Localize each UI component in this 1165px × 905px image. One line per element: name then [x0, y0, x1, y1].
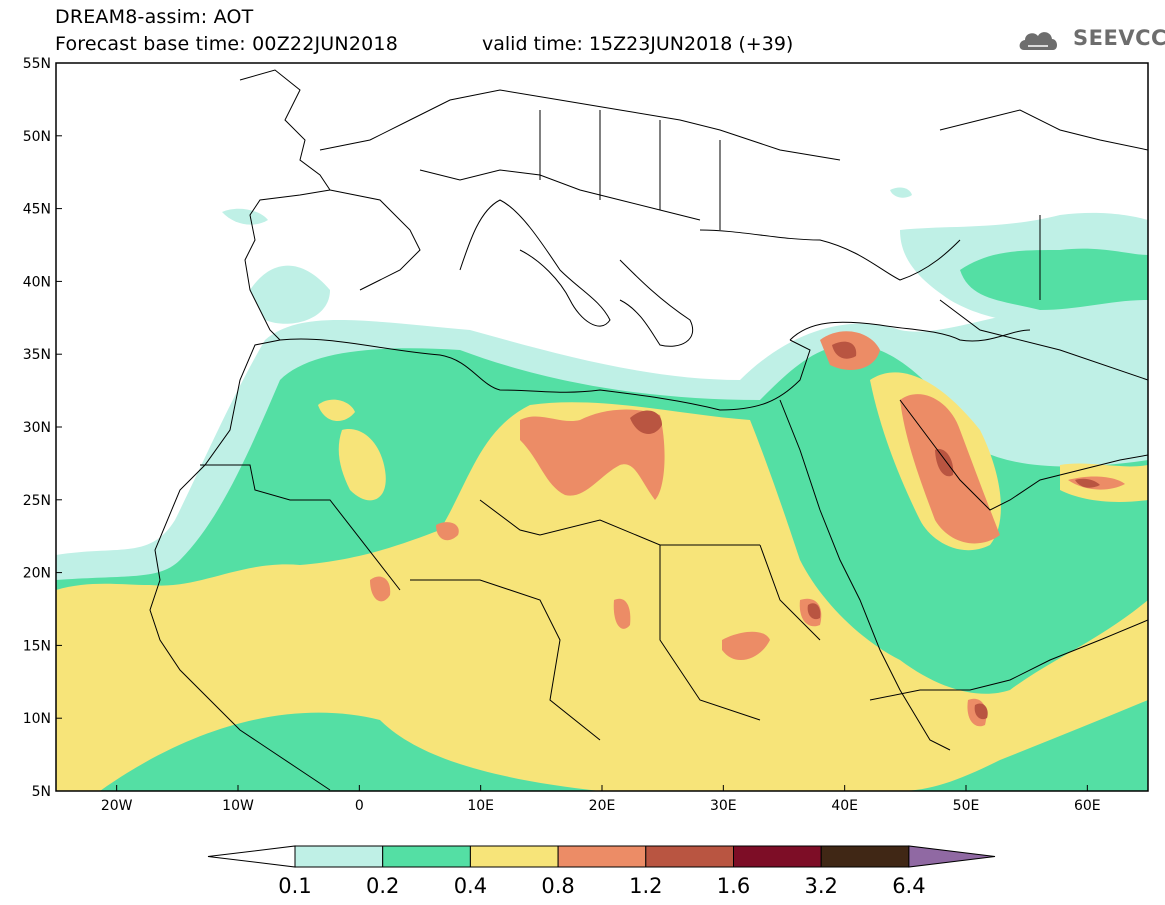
colorbar-label: 1.6: [717, 874, 750, 898]
latitude-axis: 55N 50N 45N 40N 35N 30N 25N 20N 15N 10N 5N: [23, 56, 62, 800]
lat-label: 30N: [23, 420, 51, 436]
lon-label: 0: [355, 798, 364, 814]
lat-label: 20N: [23, 566, 51, 582]
borders: [149, 69, 1148, 791]
cloud-logo-icon: [1019, 32, 1058, 50]
lat-label: 40N: [23, 274, 51, 290]
colorbar-label: 1.2: [629, 874, 662, 898]
colorbar-segment: [820, 845, 910, 868]
lon-label: 40E: [831, 798, 858, 814]
colorbar-segment: [382, 845, 471, 868]
lat-label: 50N: [23, 129, 51, 145]
title-valid-time: valid time: 15Z23JUN2018 (+39): [482, 33, 794, 55]
lon-label: 30E: [710, 798, 737, 814]
lat-label: 45N: [23, 202, 51, 218]
colorbar-over-arrow: [908, 845, 996, 868]
aot-field: [56, 69, 1148, 791]
colorbar-segment: [645, 845, 734, 868]
lat-label: 25N: [23, 493, 51, 509]
colorbar-under-arrow: [207, 845, 296, 868]
colorbar-segment: [294, 845, 384, 868]
lat-label: 15N: [23, 638, 51, 654]
title-base-time: Forecast base time: 00Z22JUN2018: [55, 33, 398, 55]
lat-label: 55N: [23, 56, 51, 72]
colorbar-segment: [557, 845, 647, 868]
lon-label: 50E: [953, 798, 980, 814]
lon-label: 10W: [222, 798, 254, 814]
colorbar-label: 0.1: [278, 874, 311, 898]
longitude-axis: 20W 10W 0 10E 20E 30E 40E 50E 60E: [101, 785, 1101, 814]
colorbar: 0.1 0.2 0.4 0.8 1.2 1.6 3.2 6.4: [207, 845, 996, 898]
colorbar-segment: [733, 845, 822, 868]
colorbar-label: 6.4: [892, 874, 925, 898]
title-product: DREAM8-assim: AOT: [55, 6, 254, 28]
aot-level-0.8: [370, 331, 1125, 727]
colorbar-label: 0.2: [366, 874, 399, 898]
lat-label: 10N: [23, 711, 51, 727]
lat-label: 35N: [23, 347, 51, 363]
lon-label: 20E: [589, 798, 616, 814]
colorbar-label: 0.8: [541, 874, 574, 898]
colorbar-label: 3.2: [804, 874, 837, 898]
logo-text: SEEVCCC: [1073, 26, 1165, 50]
aot-level-1.2: [630, 341, 1100, 720]
lon-label: 10E: [467, 798, 494, 814]
lon-label: 60E: [1074, 798, 1101, 814]
lon-label: 20W: [101, 798, 133, 814]
lat-label: 5N: [32, 784, 51, 800]
colorbar-label: 0.4: [454, 874, 487, 898]
colorbar-segment: [469, 845, 559, 868]
